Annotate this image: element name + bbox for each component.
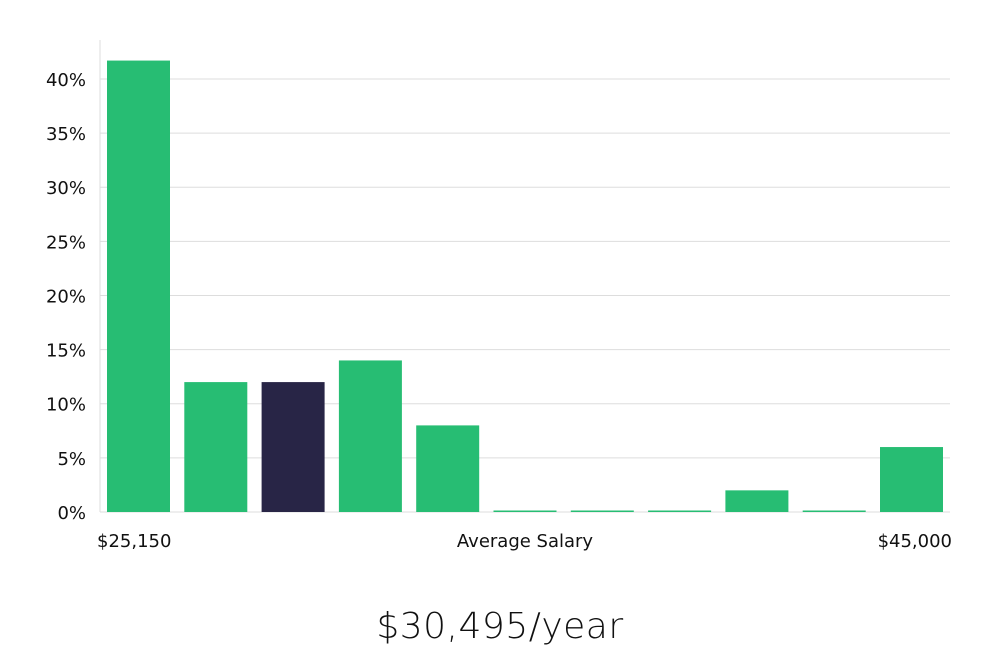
- y-tick-label: 10%: [46, 395, 86, 416]
- y-tick-label: 40%: [46, 70, 86, 91]
- bar: [648, 510, 712, 512]
- x-axis-title: Average Salary: [457, 531, 594, 552]
- y-tick-label: 5%: [57, 449, 86, 470]
- y-axis-ticks: 0% 5% 10% 15% 20% 25% 30% 35% 40%: [46, 70, 86, 524]
- salary-histogram: 0% 5% 10% 15% 20% 25% 30% 35% 40% $25,150 Averag…: [46, 40, 952, 552]
- bar: [338, 360, 402, 512]
- y-tick-label: 0%: [57, 503, 86, 524]
- y-tick-label: 30%: [46, 178, 86, 199]
- average-salary-value: $30,495/year: [376, 606, 624, 647]
- bar: [184, 382, 248, 512]
- bar: [493, 510, 557, 512]
- x-label-max: $45,000: [878, 531, 952, 552]
- x-label-min: $25,150: [97, 531, 171, 552]
- bar: [416, 425, 480, 512]
- bar: [880, 447, 943, 512]
- y-tick-label: 20%: [46, 286, 86, 307]
- bar-highlighted: [261, 382, 325, 512]
- y-tick-label: 15%: [46, 341, 86, 362]
- y-tick-label: 35%: [46, 124, 86, 145]
- bar: [107, 60, 170, 512]
- bar: [802, 510, 866, 512]
- bar: [725, 490, 789, 512]
- bar: [570, 510, 634, 512]
- bars: [107, 60, 943, 512]
- y-tick-label: 25%: [46, 232, 86, 253]
